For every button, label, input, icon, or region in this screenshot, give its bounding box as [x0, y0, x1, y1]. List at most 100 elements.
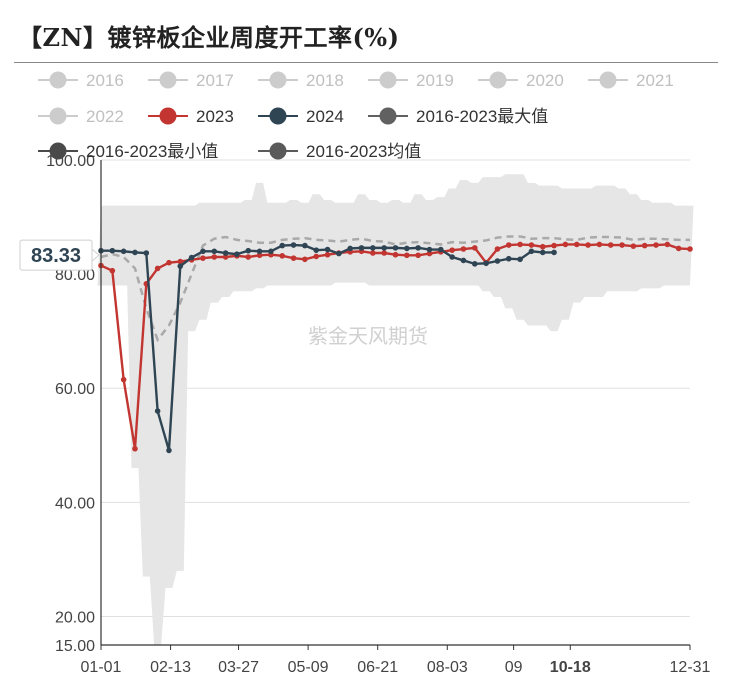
data-point-2024: [415, 245, 421, 251]
data-point-2023: [562, 241, 569, 248]
data-point-2023: [539, 243, 546, 250]
legend-marker: [269, 142, 287, 160]
data-point-2024: [483, 260, 489, 267]
data-point-2024: [449, 254, 455, 260]
series-lines: [98, 235, 693, 454]
watermark-text: 紫金天风期货: [308, 325, 428, 348]
data-point-2024: [290, 242, 297, 248]
legend-item-2018: 2018: [258, 71, 344, 90]
data-point-2023: [313, 253, 320, 260]
legend-item-2022: 2022: [38, 107, 124, 126]
data-point-2023: [675, 245, 682, 252]
data-point-2023: [664, 241, 671, 248]
data-point-2024: [245, 247, 252, 254]
data-point-2023: [619, 242, 625, 248]
legend-label: 2019: [416, 71, 454, 90]
data-point-2023: [245, 254, 252, 260]
data-point-2024: [539, 249, 546, 256]
data-point-2023: [415, 252, 421, 259]
legend-label: 2024: [306, 107, 344, 126]
data-point-2024: [381, 245, 387, 251]
legend-marker: [379, 71, 397, 89]
data-point-2023: [449, 247, 455, 253]
data-point-2024: [460, 257, 467, 264]
data-point-2023: [551, 242, 557, 249]
legend-label: 2020: [526, 71, 564, 90]
x-tick-label: 10-18: [550, 659, 591, 676]
data-point-2024: [336, 250, 342, 257]
legend-item-2024: 2024: [258, 107, 344, 126]
y-tick-label: 60.00: [55, 381, 95, 398]
x-tick-label: 12-31: [670, 659, 711, 676]
data-point-2023: [528, 242, 535, 248]
max-min-band: [97, 174, 694, 645]
data-point-2024: [256, 248, 263, 255]
legend-marker: [49, 107, 67, 125]
data-point-2024: [166, 447, 172, 454]
x-tick-label: 01-01: [81, 659, 122, 676]
legend-label: 2017: [196, 71, 234, 90]
legend-item-2016-2023最小值: 2016-2023最小值: [38, 142, 218, 161]
data-point-2023: [392, 251, 399, 258]
band-area: [97, 174, 694, 645]
legend-marker: [159, 71, 177, 89]
data-point-2023: [630, 243, 637, 249]
legend-item-2021: 2021: [588, 71, 674, 90]
y-axis-pointer: 83.33: [19, 239, 100, 271]
data-point-2023: [120, 376, 127, 383]
legend-label: 2016: [86, 71, 124, 90]
legend-label: 2023: [196, 107, 234, 126]
data-point-2023: [607, 242, 614, 248]
data-point-2024: [268, 248, 274, 255]
legend-label: 2022: [86, 107, 124, 126]
data-point-2023: [505, 242, 512, 248]
legend-marker: [49, 71, 67, 89]
data-point-2024: [358, 245, 365, 251]
data-point-2024: [234, 251, 240, 257]
data-point-2024: [211, 248, 218, 255]
x-tick-label: 03-27: [218, 659, 259, 676]
y-tick-label: 20.00: [55, 609, 95, 626]
data-point-2024: [505, 255, 512, 262]
data-point-2023: [370, 250, 376, 256]
legend-marker: [269, 107, 287, 125]
data-point-2023: [585, 242, 591, 248]
x-tick-label: 02-13: [150, 659, 191, 676]
data-point-2023: [426, 250, 433, 257]
legend-item-2019: 2019: [368, 71, 454, 90]
data-point-2024: [494, 258, 501, 264]
data-point-2023: [166, 259, 172, 266]
data-point-2023: [200, 255, 206, 261]
data-point-2023: [641, 242, 648, 249]
legend-label: 2016-2023最小值: [86, 142, 218, 161]
data-point-2024: [517, 256, 523, 263]
data-point-2024: [324, 246, 331, 253]
data-point-2024: [471, 261, 478, 267]
x-tick-label: 09: [505, 659, 523, 676]
x-tick-label: 05-09: [288, 659, 329, 676]
data-point-2023: [302, 256, 308, 263]
legend-item-2017: 2017: [148, 71, 234, 90]
title-divider: [14, 62, 718, 63]
pointer-arrow: [91, 248, 100, 263]
data-point-2024: [132, 249, 138, 256]
series-line-average: [100, 235, 690, 343]
data-point-2023: [132, 445, 138, 452]
data-point-2024: [302, 242, 308, 249]
data-point-2024: [200, 248, 206, 255]
data-point-2023: [256, 252, 263, 259]
data-point-2023: [381, 250, 387, 256]
legend-item-2016-2023均值: 2016-2023均值: [258, 142, 421, 161]
legend-item-2023: 2023: [148, 107, 234, 126]
data-point-2023: [517, 241, 523, 248]
data-point-2024: [528, 248, 535, 255]
data-point-2024: [143, 250, 150, 256]
legend-label: 2018: [306, 71, 344, 90]
data-point-2023: [460, 246, 467, 252]
legend-marker: [159, 107, 177, 125]
y-tick-label: 80.00: [55, 267, 95, 284]
data-point-2024: [109, 247, 116, 254]
data-point-2024: [188, 254, 195, 261]
legend-marker: [49, 142, 67, 160]
